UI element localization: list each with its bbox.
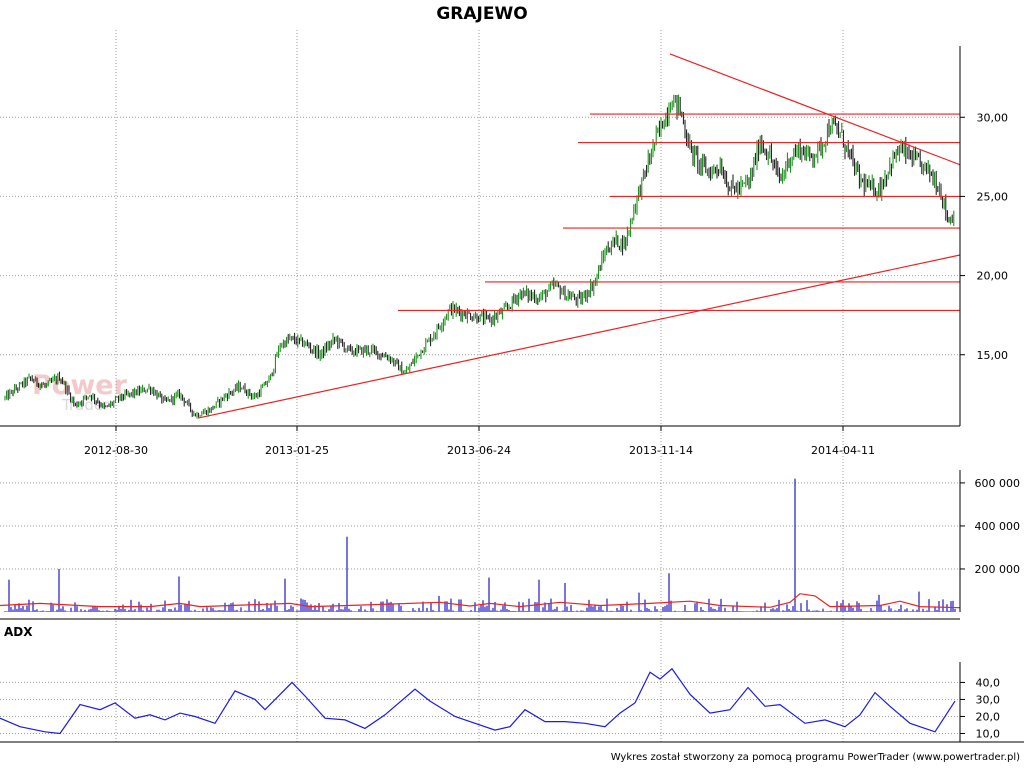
- adx-label: ADX: [4, 625, 33, 639]
- price-gridlines: [0, 30, 960, 742]
- footer-credit: Wykres został stworzony za pomocą progra…: [611, 752, 1020, 763]
- price-panel: 15,00 20,00 25,00 30,00 2012-08-30 2013-01-2…: [0, 30, 1008, 742]
- adx-axis-ticks: 10,0 20,0 30,0 40,0: [960, 676, 1000, 740]
- date-tick-label: 2012-08-30: [84, 444, 148, 457]
- price-tick-label: 25,00: [977, 190, 1009, 203]
- volume-bars: [4, 478, 956, 612]
- volume-axis-ticks: 200 000 400 000 600 000: [960, 477, 1020, 576]
- price-tick-label: 20,00: [977, 270, 1009, 283]
- volume-moving-average: [0, 593, 961, 609]
- volume-tick-label: 200 000: [975, 563, 1021, 576]
- volume-gridlines: [0, 482, 960, 570]
- watermark: Power Trader: [32, 370, 128, 414]
- adx-line: [0, 667, 956, 735]
- trend-line: [197, 254, 961, 419]
- date-tick-label: 2013-06-24: [447, 444, 511, 457]
- date-tick-label: 2014-04-11: [811, 444, 875, 457]
- chart-title: GRAJEWO: [436, 4, 527, 24]
- trend-lines: [197, 53, 961, 419]
- price-tick-label: 30,00: [977, 111, 1009, 124]
- volume-panel: 200 000 400 000 600 000: [0, 470, 1020, 620]
- volume-tick-label: 400 000: [975, 520, 1021, 533]
- adx-tick-label: 30,0: [976, 693, 1001, 706]
- adx-tick-label: 20,0: [976, 710, 1001, 723]
- price-tick-label: 15,00: [977, 349, 1009, 362]
- price-axis-ticks: 15,00 20,00 25,00 30,00: [960, 111, 1008, 362]
- price-candles: [4, 94, 955, 419]
- adx-gridlines: [0, 681, 960, 734]
- volume-tick-label: 600 000: [975, 477, 1021, 490]
- adx-panel: ADX 10,0 20,0 30,0 40,0: [0, 625, 1024, 743]
- date-axis-ticks: 2012-08-30 2013-01-25 2013-06-24 2013-11-14…: [84, 426, 875, 457]
- support-resistance-lines: [398, 113, 960, 312]
- adx-tick-label: 40,0: [976, 676, 1001, 689]
- trend-line: [669, 53, 961, 166]
- adx-tick-label: 10,0: [976, 727, 1001, 740]
- date-tick-label: 2013-01-25: [265, 444, 329, 457]
- date-tick-label: 2013-11-14: [629, 444, 693, 457]
